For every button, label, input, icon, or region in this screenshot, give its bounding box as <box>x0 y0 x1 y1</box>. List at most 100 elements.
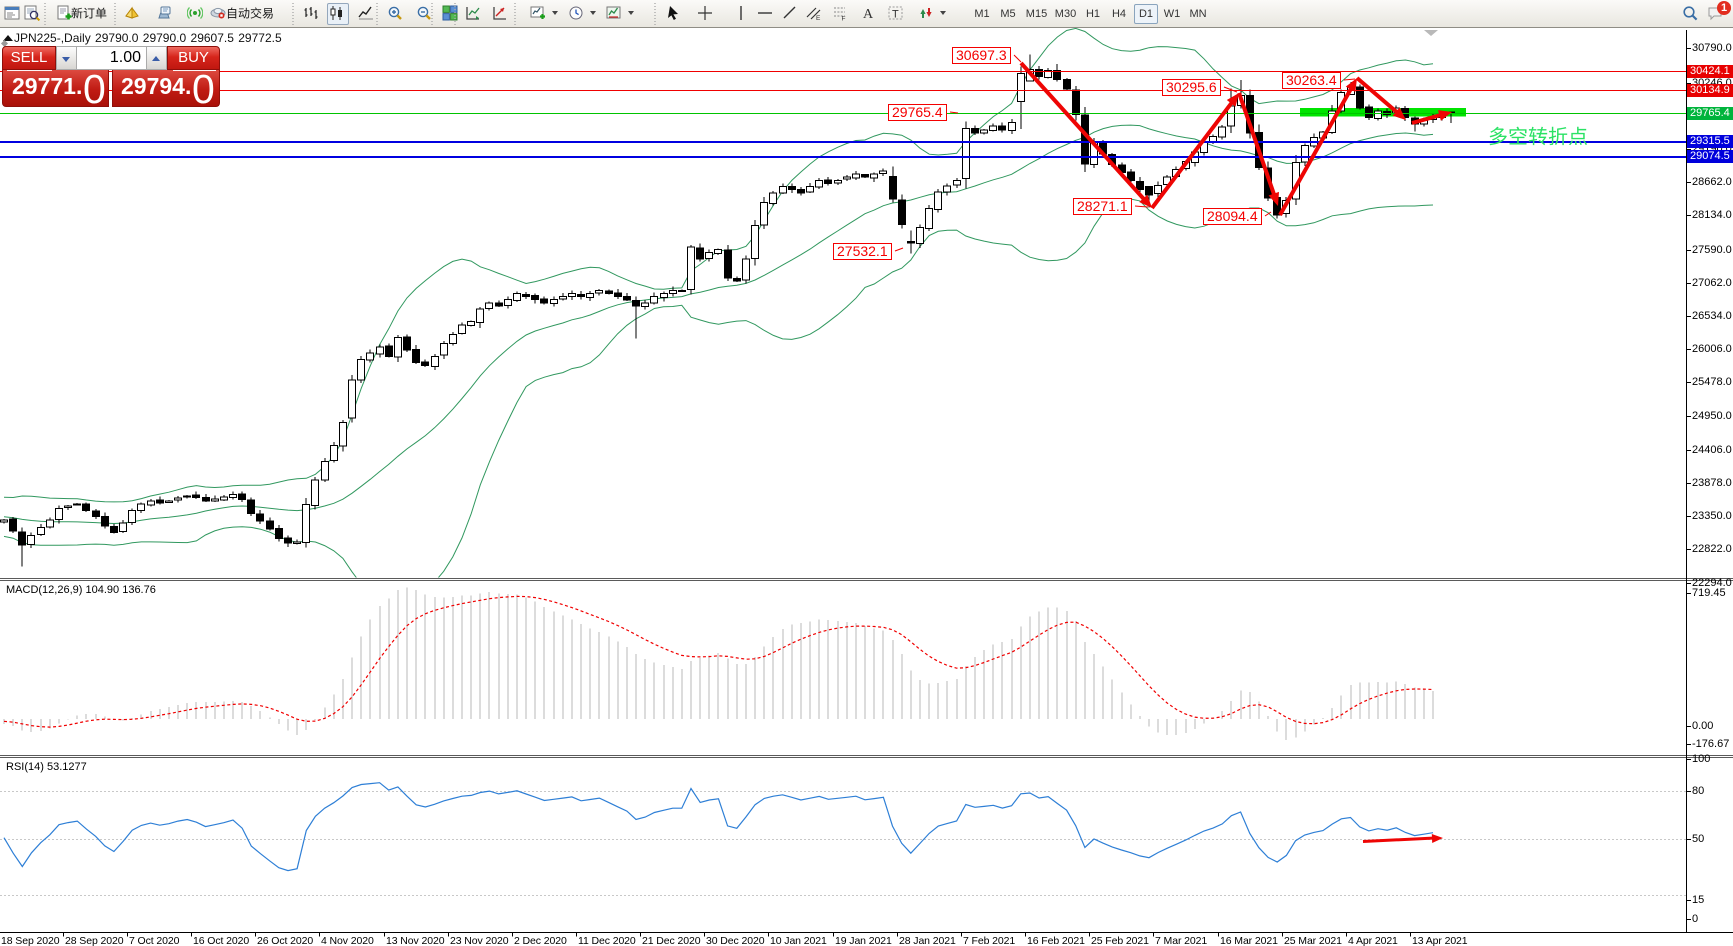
vertical-line-icon <box>740 6 742 20</box>
candle-2020-10-07 <box>119 522 127 532</box>
price-annotation-27532.1[interactable]: 27532.1 <box>833 243 892 260</box>
timeframe-m15[interactable]: M15 <box>1025 8 1048 20</box>
timeframe-m30[interactable]: M30 <box>1054 8 1077 20</box>
zoom-in-button[interactable] <box>385 3 407 25</box>
data-window-button[interactable] <box>22 3 44 25</box>
time-axis-label: 30 Dec 2020 <box>706 935 765 946</box>
price-annotation-30263.4[interactable]: 30263.4 <box>1282 72 1341 89</box>
price-annotation-28094.4[interactable]: 28094.4 <box>1203 208 1262 225</box>
candle-2021-02-24 <box>1035 69 1043 78</box>
trend-arrow-5[interactable] <box>1355 76 1402 117</box>
price-annotation-29765.4[interactable]: 29765.4 <box>888 104 947 121</box>
chart-canvas[interactable] <box>0 28 1733 946</box>
trend-arrow-2[interactable] <box>1150 98 1236 210</box>
candle-2020-12-09 <box>531 295 539 301</box>
autotrading-button[interactable] <box>208 3 230 25</box>
sell-price-panel[interactable]: 29771 . 0 <box>2 70 109 107</box>
indicators-window-button[interactable] <box>463 3 485 25</box>
sell-button[interactable]: SELL <box>2 46 56 70</box>
trendline-button[interactable] <box>780 3 802 25</box>
vertical-line-button[interactable] <box>731 3 753 25</box>
zoom-out-button[interactable] <box>414 3 436 25</box>
timeframe-h1[interactable]: H1 <box>1085 8 1101 20</box>
templates-dropdown[interactable] <box>628 11 634 15</box>
candle-2020-12-01 <box>476 308 484 324</box>
candle-2021-02-11 <box>953 179 961 186</box>
candle-2020-10-22 <box>220 496 228 501</box>
toolbar-separator <box>292 3 294 25</box>
new-chart-button[interactable] <box>528 3 550 25</box>
candle-2020-12-23 <box>623 295 631 301</box>
terminal-button[interactable] <box>154 3 176 25</box>
candle-2020-11-26 <box>449 333 457 345</box>
trendline-icon <box>783 6 796 19</box>
timeframe-mn[interactable]: MN <box>1189 8 1207 20</box>
metaeditor-button[interactable] <box>122 3 144 25</box>
candle-2020-12-11 <box>550 299 558 305</box>
timeframe-m1[interactable]: M1 <box>974 8 990 20</box>
indicator-axis-label: 100 <box>1692 753 1711 765</box>
candle-2020-09-21 <box>9 518 17 532</box>
trend-arrow-3[interactable] <box>1237 92 1278 200</box>
candle-2021-01-19 <box>797 189 805 194</box>
horizontal-line-button[interactable] <box>755 3 777 25</box>
market-watch-button[interactable] <box>2 3 24 25</box>
text-button[interactable]: A <box>858 3 880 25</box>
chart-bars-button[interactable] <box>301 3 323 25</box>
signals-button[interactable] <box>185 3 207 25</box>
trend-arrow-6[interactable] <box>1411 112 1445 125</box>
buy-button[interactable]: BUY <box>167 46 220 70</box>
timeframe-d1[interactable]: D1 <box>1134 4 1158 24</box>
cursor-button[interactable] <box>664 3 686 25</box>
chart-window[interactable]: JPN225-,Daily 29790.0 29790.0 29607.5 29… <box>0 28 1733 946</box>
text-label-button[interactable]: T <box>886 3 908 25</box>
chart-candles-button[interactable] <box>327 3 349 25</box>
candle-2020-11-12 <box>357 359 365 381</box>
timeframe-w1[interactable]: W1 <box>1163 8 1181 20</box>
arrows-dropdown[interactable] <box>940 11 946 15</box>
chart-shift-marker-icon[interactable] <box>1424 30 1438 36</box>
timeframe-m5[interactable]: M5 <box>1000 8 1016 20</box>
candle-2021-02-19 <box>1008 122 1016 131</box>
trend-arrow-1[interactable] <box>1019 61 1149 204</box>
candle-2021-02-12 <box>962 128 970 179</box>
tile-windows-button[interactable] <box>440 3 462 25</box>
ohlc-info: JPN225-,Daily 29790.0 29790.0 29607.5 29… <box>14 31 283 45</box>
candle-2020-10-21 <box>211 498 219 502</box>
toolbar-separator <box>514 3 516 25</box>
volume-decrease-button[interactable] <box>56 46 77 70</box>
rsi-arrow[interactable] <box>1362 836 1436 843</box>
volume-input[interactable]: 1.00 <box>77 46 146 70</box>
volume-increase-button[interactable] <box>146 46 167 70</box>
chart-line-button[interactable] <box>356 3 378 25</box>
price-axis-label: 24406.0 <box>1692 443 1732 456</box>
price-annotation-28271.1[interactable]: 28271.1 <box>1073 198 1132 215</box>
price-axis-label: 24950.0 <box>1692 409 1732 422</box>
trend-arrowhead-6 <box>1438 110 1452 121</box>
collapse-one-click-icon[interactable] <box>3 35 13 41</box>
timeframe-h4[interactable]: H4 <box>1111 8 1127 20</box>
candle-2021-04-06 <box>1301 145 1309 163</box>
new-chart-dropdown[interactable] <box>552 11 558 15</box>
candle-2021-04-14 <box>1356 86 1364 109</box>
candle-2020-11-23 <box>421 361 429 367</box>
fibonacci-button[interactable]: F <box>830 3 852 25</box>
templates-button[interactable] <box>604 3 626 25</box>
trend-arrow-4[interactable] <box>1278 84 1355 216</box>
candle-2020-12-25 <box>641 302 649 307</box>
price-badge-29315.5: 29315.5 <box>1687 135 1733 149</box>
channel-button[interactable]: E <box>804 3 826 25</box>
arrows-button[interactable] <box>916 3 938 25</box>
price-annotation-30295.6[interactable]: 30295.6 <box>1162 79 1221 96</box>
buy-price-panel[interactable]: 29794 . 0 <box>112 70 220 107</box>
candle-2020-11-09 <box>330 445 338 462</box>
crosshair-button[interactable] <box>695 3 717 25</box>
periods-dropdown[interactable] <box>590 11 596 15</box>
new-order-button[interactable] <box>54 3 76 25</box>
search-button[interactable] <box>1680 3 1702 25</box>
candle-2020-10-20 <box>202 496 210 502</box>
svg-text:T: T <box>892 9 899 21</box>
price-annotation-30697.3[interactable]: 30697.3 <box>952 47 1011 64</box>
periods-button[interactable] <box>566 3 588 25</box>
objects-window-button[interactable] <box>490 3 512 25</box>
